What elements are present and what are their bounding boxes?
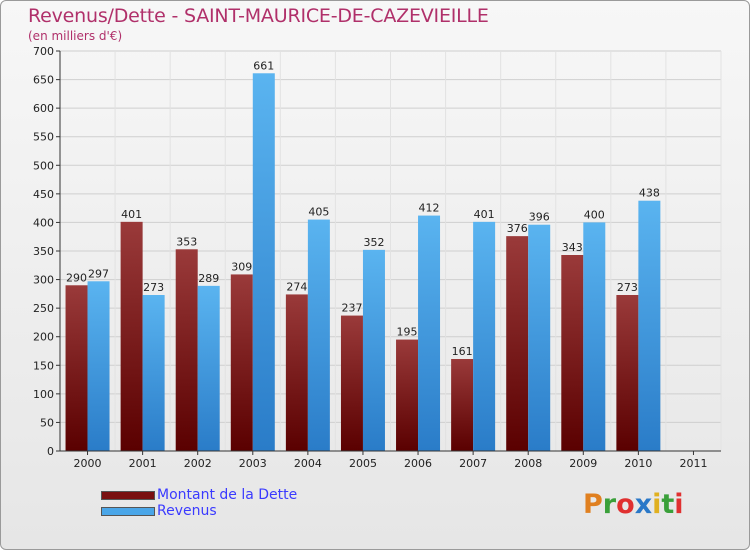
y-tick-label: 200 (33, 331, 54, 344)
data-label-revenue: 438 (639, 187, 660, 200)
bar-revenue (583, 222, 606, 451)
logo-letter: x (634, 489, 653, 520)
x-tick-label: 2008 (514, 457, 542, 470)
logo-letter: i (652, 489, 662, 520)
y-tick-label: 350 (33, 245, 54, 258)
logo-letter: t (661, 489, 675, 520)
data-label-revenue: 400 (584, 208, 605, 221)
logo-letter: P (583, 489, 603, 520)
data-label-debt: 195 (397, 326, 418, 339)
legend-label-debt: Montant de la Dette (157, 487, 298, 503)
data-label-debt: 290 (66, 271, 87, 284)
x-tick-label: 2010 (624, 457, 652, 470)
y-tick-label: 50 (40, 416, 54, 429)
bar-revenue (197, 285, 220, 451)
y-tick-label: 450 (33, 188, 54, 201)
data-label-debt: 401 (121, 208, 142, 221)
x-tick-label: 2005 (349, 457, 377, 470)
logo-letter: i (674, 489, 684, 520)
bar-debt (561, 255, 584, 451)
legend-item-revenue: Revenus (101, 503, 297, 519)
bar-debt (175, 249, 198, 451)
bar-debt (451, 359, 474, 451)
data-label-revenue: 401 (474, 208, 495, 221)
y-tick-label: 300 (33, 274, 54, 287)
x-tick-label: 2009 (569, 457, 597, 470)
data-label-revenue: 352 (363, 236, 384, 249)
y-tick-label: 400 (33, 216, 54, 229)
y-tick-label: 100 (33, 388, 54, 401)
data-label-debt: 353 (176, 235, 197, 248)
proxiti-logo: Proxiti (583, 489, 684, 520)
x-tick-label: 2007 (459, 457, 487, 470)
legend-swatch-debt (101, 490, 155, 500)
y-tick-label: 700 (33, 45, 54, 58)
bar-debt (230, 274, 253, 451)
logo-letter: r (602, 489, 617, 520)
bar-revenue (252, 73, 275, 452)
data-label-revenue: 412 (419, 202, 440, 215)
legend-swatch-revenue (101, 506, 155, 516)
data-label-debt: 161 (452, 345, 473, 358)
legend-item-debt: Montant de la Dette (101, 487, 297, 503)
data-label-debt: 309 (231, 260, 252, 273)
bar-revenue (87, 281, 110, 451)
data-label-debt: 273 (617, 281, 638, 294)
y-tick-label: 250 (33, 302, 54, 315)
bar-debt (506, 236, 529, 451)
bar-debt (616, 295, 639, 451)
bar-debt (285, 294, 308, 451)
chart-title: Revenus/Dette - SAINT-MAURICE-DE-CAZEVIE… (28, 5, 489, 27)
data-label-debt: 376 (507, 222, 528, 235)
bar-revenue (638, 200, 661, 451)
bar-debt (340, 315, 363, 451)
bar-revenue (473, 221, 496, 451)
x-tick-label: 2002 (184, 457, 212, 470)
bar-debt (120, 221, 143, 451)
chart-subtitle: (en milliers d'€) (28, 29, 123, 43)
data-label-revenue: 297 (88, 267, 109, 280)
x-tick-label: 2001 (129, 457, 157, 470)
bar-revenue (142, 295, 165, 451)
legend-label-revenue: Revenus (157, 503, 217, 519)
bar-revenue (418, 215, 441, 451)
y-tick-label: 500 (33, 159, 54, 172)
y-tick-label: 650 (33, 74, 54, 87)
x-tick-label: 2000 (74, 457, 102, 470)
x-tick-label: 2004 (294, 457, 322, 470)
y-tick-label: 150 (33, 359, 54, 372)
y-tick-label: 0 (47, 445, 54, 458)
bar-debt (65, 285, 88, 451)
logo-letter: o (616, 489, 635, 520)
data-label-revenue: 289 (198, 272, 219, 285)
x-tick-label: 2006 (404, 457, 432, 470)
x-tick-label: 2011 (679, 457, 707, 470)
bar-revenue (307, 219, 330, 451)
data-label-debt: 237 (341, 302, 362, 315)
y-tick-label: 550 (33, 131, 54, 144)
bar-revenue (362, 249, 385, 451)
data-label-debt: 343 (562, 241, 583, 254)
data-label-revenue: 405 (308, 206, 329, 219)
y-tick-label: 600 (33, 102, 54, 115)
x-tick-label: 2003 (239, 457, 267, 470)
legend: Montant de la Dette Revenus (101, 487, 297, 519)
data-label-debt: 274 (286, 280, 307, 293)
bar-debt (396, 339, 419, 451)
data-label-revenue: 661 (253, 59, 274, 72)
data-label-revenue: 396 (529, 211, 550, 224)
bar-revenue (528, 224, 551, 451)
data-label-revenue: 273 (143, 281, 164, 294)
